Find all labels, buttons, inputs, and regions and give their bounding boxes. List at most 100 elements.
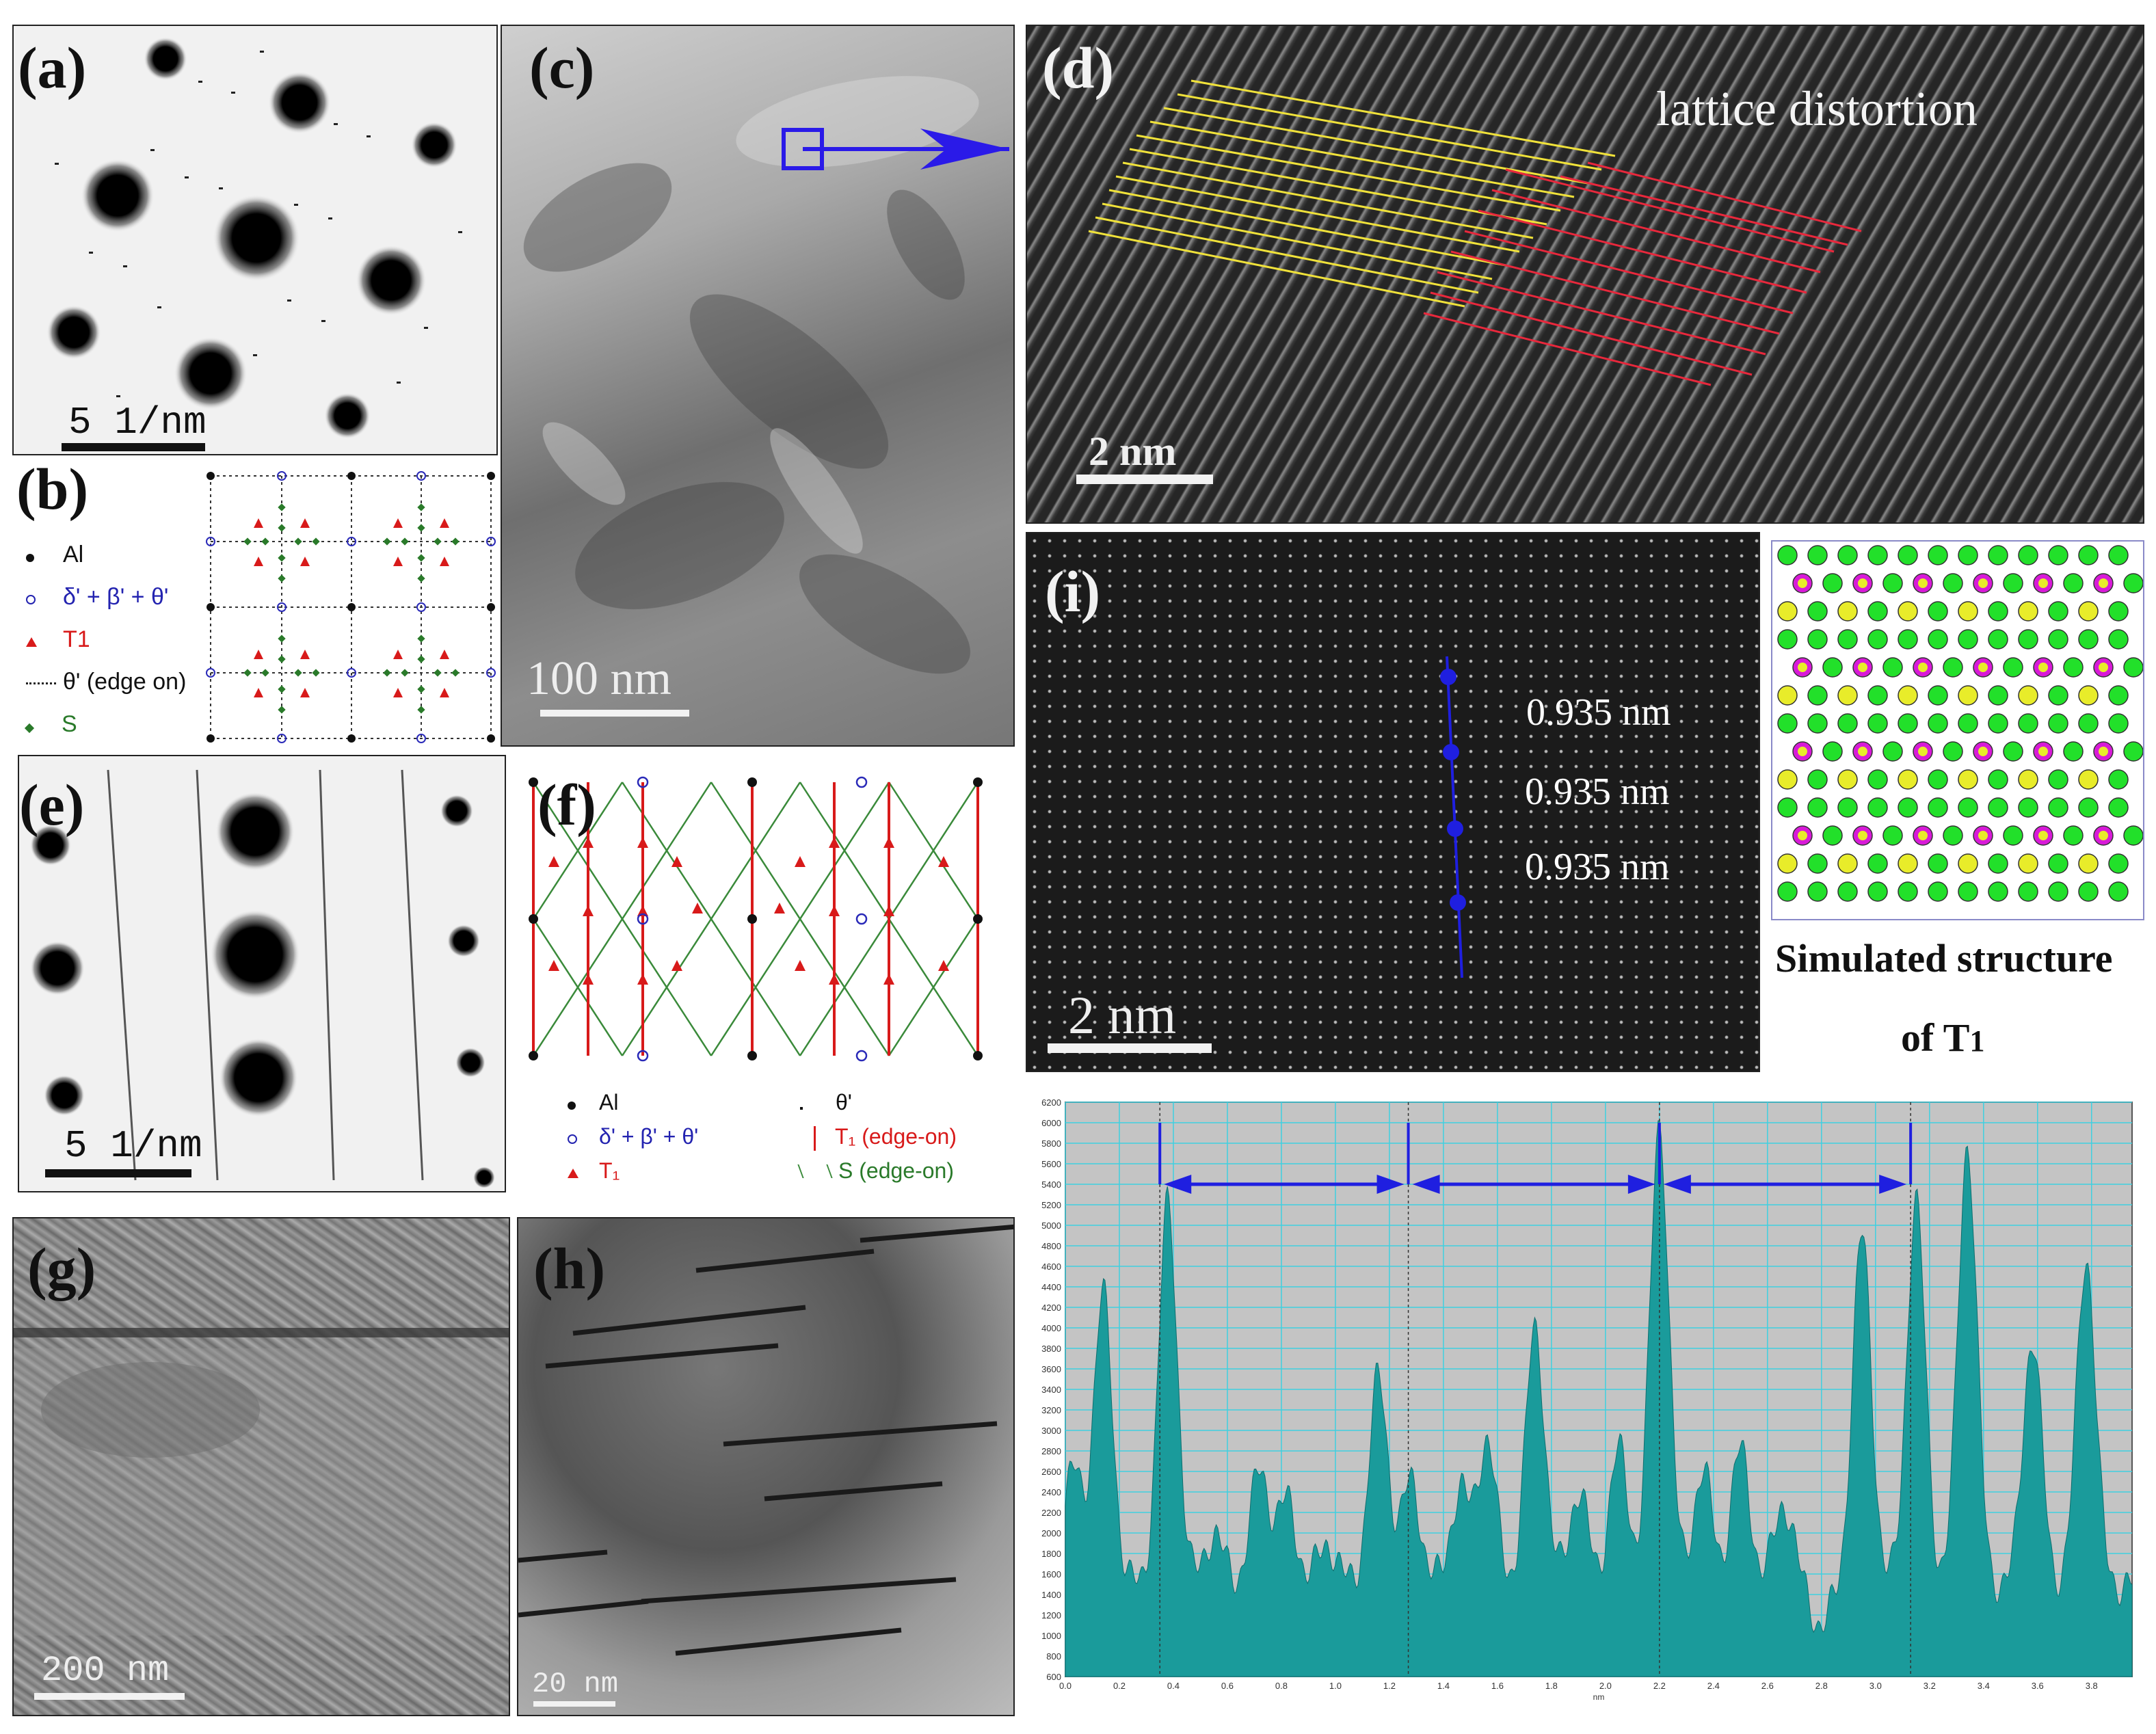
f-legend-t1-edge: T₁ (edge-on) [800, 1124, 957, 1151]
atom [1988, 713, 2008, 734]
atom [1943, 573, 1963, 593]
f-legend-al: Al [568, 1090, 618, 1115]
x-tick-label: 1.4 [1437, 1681, 1450, 1691]
distance-arrow-head-left [1164, 1175, 1192, 1194]
panel-e-label: (e) [19, 772, 85, 838]
atom [1822, 573, 1843, 593]
spacing-label-2: 0.935 nm [1525, 771, 1670, 813]
atom-core [2099, 578, 2108, 588]
atom [1898, 545, 1918, 565]
x-tick-label: 2.0 [1599, 1681, 1612, 1691]
y-tick-label: 1400 [1041, 1590, 1061, 1600]
panel-a-label: (a) [18, 35, 87, 101]
atom [1898, 685, 1918, 706]
y-tick-label: 1600 [1041, 1569, 1061, 1579]
lattice-lines-d [1088, 79, 1862, 386]
panel-e-scale-bar [45, 1169, 191, 1177]
atom [2063, 573, 2084, 593]
panel-e-scale-text: 5 1/nm [64, 1124, 202, 1168]
x-tick-label: 1.2 [1383, 1681, 1396, 1691]
panel-a-scale-text: 5 1/nm [68, 401, 207, 444]
atom [2003, 573, 2023, 593]
atom [1822, 741, 1843, 762]
panel-f-schematic: (f) Al δ' + β' + θ' T₁ θ' T₁ (edge-on) S… [513, 755, 1015, 1206]
diffraction-pattern-e [30, 769, 495, 1188]
y-tick-label: 4400 [1041, 1282, 1061, 1292]
profile-area [1065, 1120, 2133, 1677]
panel-h-tem-image: (h) 20 nm [517, 1217, 1015, 1716]
atom-core [1798, 578, 1807, 588]
atom [1958, 629, 1978, 650]
atom [2003, 657, 2023, 678]
f-legend-delta: δ' + β' + θ' [568, 1124, 698, 1149]
atom [1958, 769, 1978, 790]
intensity-profile-plot: 600 800 1000 1200 1400 1600 1800 2000 2200 2400 26… [1041, 1097, 2133, 1702]
atom [2108, 797, 2129, 818]
f-legend-t1: T₁ [568, 1158, 620, 1184]
diffraction-pattern-a [46, 37, 462, 439]
atom-core [1978, 578, 1988, 588]
legend-al: Al [26, 542, 83, 568]
x-tick-label: 2.2 [1653, 1681, 1666, 1691]
atom-core [1798, 831, 1807, 840]
atom [1867, 881, 1888, 902]
y-tick-label: 6200 [1041, 1097, 1061, 1108]
atom [2048, 629, 2068, 650]
atom [1822, 825, 1843, 846]
panel-g-scale-text: 200 nm [41, 1651, 170, 1691]
panel-g-label: (g) [27, 1236, 96, 1301]
atom [1837, 713, 1858, 734]
x-tick-label: 3.0 [1869, 1681, 1882, 1691]
y-tick-label: 2400 [1041, 1487, 1061, 1497]
atom [1777, 853, 1798, 874]
atom [1837, 545, 1858, 565]
x-tick-label: 0.0 [1059, 1681, 1072, 1691]
x-tick-label: 1.0 [1329, 1681, 1342, 1691]
legend-t1: T1 [26, 626, 90, 653]
atom [1807, 853, 1828, 874]
y-tick-label: 2000 [1041, 1528, 1061, 1538]
panel-h-scale-text: 20 nm [532, 1668, 619, 1700]
atom [1837, 601, 1858, 622]
atom [1988, 545, 2008, 565]
atom [2048, 853, 2068, 874]
y-tick-label: 2200 [1041, 1508, 1061, 1518]
atom-model [1777, 545, 2143, 902]
atom [1943, 657, 1963, 678]
x-tick-label: 3.2 [1924, 1681, 1936, 1691]
distance-arrow-head-left [1663, 1175, 1691, 1194]
spacing-marker-i [1440, 656, 1466, 978]
atom [1777, 685, 1798, 706]
atom [1837, 685, 1858, 706]
atom-core [2099, 663, 2108, 672]
tem-texture-g [14, 1328, 509, 1636]
x-tick-label: 2.8 [1815, 1681, 1828, 1691]
panel-i-scale-bar [1048, 1043, 1212, 1053]
atom [1777, 713, 1798, 734]
panel-h-label: (h) [533, 1236, 606, 1301]
atom-core [2038, 578, 2048, 588]
atom [2123, 657, 2143, 678]
atom [1958, 545, 1978, 565]
atom [1807, 881, 1828, 902]
panel-c-scale-text: 100 nm [527, 652, 671, 705]
y-tick-label: 800 [1046, 1651, 1061, 1662]
legend-delta: δ' + β' + θ' [26, 584, 168, 611]
simulated-caption-line1: Simulated structure [1775, 936, 2113, 981]
panel-c-scale-bar [540, 710, 689, 717]
x-tick-label: 1.6 [1491, 1681, 1504, 1691]
atom-core [1978, 831, 1988, 840]
y-tick-label: 4000 [1041, 1323, 1061, 1333]
atom [1882, 825, 1903, 846]
panel-i-label: (i) [1045, 559, 1101, 624]
atom [1867, 769, 1888, 790]
atom-core [2038, 831, 2048, 840]
atom [2048, 797, 2068, 818]
atom [2003, 825, 2023, 846]
atom [1958, 853, 1978, 874]
distance-arrow-head-right [1627, 1175, 1655, 1194]
legend-s: S [24, 711, 77, 738]
panel-d-hrtem: (d) lattice distortion 2 nm [1026, 25, 2144, 524]
atom-core [1978, 747, 1988, 756]
atom-core [2038, 747, 2048, 756]
